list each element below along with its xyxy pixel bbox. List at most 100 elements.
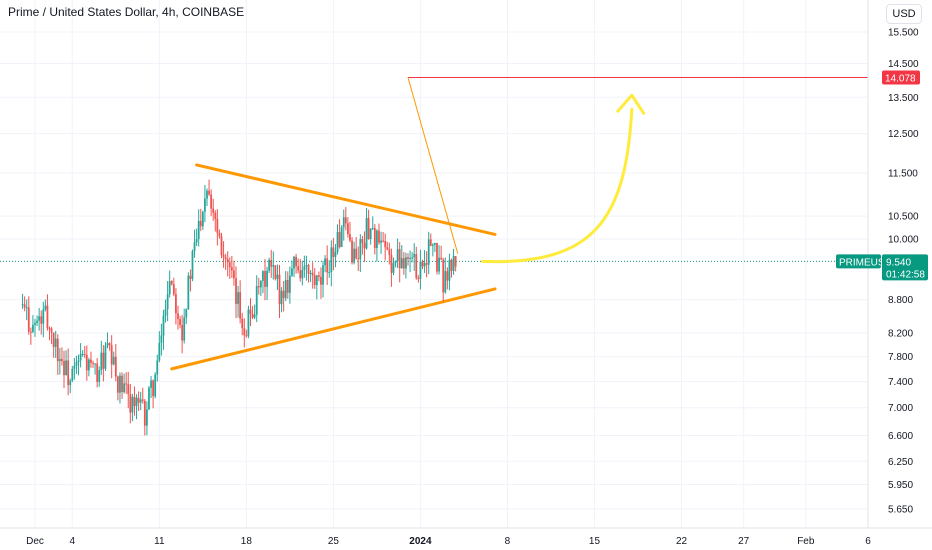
bar-countdown-label: 01:42:58 <box>886 269 925 280</box>
candle-body <box>71 368 74 381</box>
candle-body <box>204 198 206 212</box>
candle-body <box>237 292 239 304</box>
candle-body <box>79 353 82 361</box>
candle-body <box>429 239 432 246</box>
y-tick-label: 15.500 <box>888 28 919 39</box>
candle-body <box>69 380 72 385</box>
candle-body <box>305 265 308 267</box>
candle-body <box>297 266 300 271</box>
annotations <box>170 76 868 371</box>
price-axis[interactable]: 15.500 14.500 13.500 12.500 11.500 10.500 10.0… <box>888 28 919 516</box>
candle-body <box>48 328 51 330</box>
candle-body <box>148 387 150 410</box>
candle-body <box>100 352 103 371</box>
candle-body <box>32 324 34 332</box>
time-axis[interactable]: Dec 4 11 18 25 2024 8 15 22 27 Feb 6 <box>26 536 871 547</box>
candle-body <box>210 194 213 209</box>
x-tick-label: 6 <box>865 536 871 547</box>
projection-line[interactable] <box>407 77 459 254</box>
candle-body <box>94 363 96 365</box>
candle-body <box>264 271 266 287</box>
candle-body <box>359 239 362 260</box>
candle-body <box>315 275 318 285</box>
y-tick-label: 8.200 <box>888 328 913 339</box>
candle-body <box>405 257 407 269</box>
triangle-trendline[interactable] <box>170 287 497 371</box>
candle-body <box>421 261 424 267</box>
candle-body <box>351 240 353 263</box>
symbol-label: PRIMEUSD <box>839 257 892 268</box>
candle-body <box>307 265 310 274</box>
candle-body <box>175 294 177 314</box>
candle-body <box>56 338 59 362</box>
y-tick-label: 10.500 <box>888 212 919 223</box>
candle-body <box>272 265 275 267</box>
candle-body <box>61 358 63 361</box>
candle-body <box>402 258 405 269</box>
candle-body <box>382 240 385 242</box>
candle-body <box>384 241 387 248</box>
candle-body <box>166 294 169 310</box>
candle-body <box>411 257 414 259</box>
candle-body <box>434 242 436 245</box>
candle-body <box>73 365 76 369</box>
x-tick-label: 15 <box>589 536 601 547</box>
y-tick-label: 7.800 <box>888 352 913 363</box>
candle-body <box>353 248 356 263</box>
candle-body <box>259 280 262 288</box>
candle-body <box>58 358 61 362</box>
candle-body <box>104 345 107 369</box>
candle-body <box>21 304 24 306</box>
candle-body <box>187 275 190 310</box>
chart-grid <box>0 0 869 528</box>
candle-body <box>85 354 88 371</box>
x-tick-label: 4 <box>70 536 76 547</box>
candle-body <box>141 399 144 401</box>
candle-body <box>313 275 316 285</box>
candle-body <box>295 256 297 267</box>
y-tick-label: 10.000 <box>888 235 919 246</box>
candle-body <box>249 309 252 314</box>
candle-body <box>218 232 221 237</box>
candle-body <box>276 274 279 279</box>
candle-body <box>50 328 53 333</box>
y-tick-label: 13.500 <box>888 93 919 104</box>
y-tick-label: 6.250 <box>888 457 913 468</box>
y-tick-label: 5.950 <box>888 480 913 491</box>
candle-body <box>90 359 92 363</box>
candle-body <box>452 256 455 271</box>
candle-body <box>442 259 445 293</box>
candle-body <box>340 227 343 248</box>
candle-body <box>243 328 246 336</box>
candle-body <box>201 211 204 227</box>
candles <box>21 179 457 436</box>
currency-button[interactable]: USD <box>886 4 922 24</box>
candle-body <box>247 309 250 336</box>
candle-body <box>365 218 368 249</box>
target-price-badge <box>882 70 920 85</box>
y-tick-label: 6.600 <box>888 431 913 442</box>
candle-body <box>63 360 65 376</box>
x-tick-label: 18 <box>241 536 253 547</box>
candle-body <box>419 261 422 279</box>
candle-body <box>274 265 277 279</box>
candle-body <box>378 230 380 243</box>
candle-body <box>446 271 449 281</box>
candle-body <box>320 276 322 285</box>
candle-body <box>206 190 208 199</box>
candle-body <box>278 274 281 305</box>
candle-body <box>438 257 440 272</box>
candle-body <box>450 259 453 271</box>
target-arrow-curve[interactable] <box>481 107 634 264</box>
candle-body <box>220 236 223 256</box>
candle-body <box>322 265 324 285</box>
candle-body <box>251 313 254 318</box>
candle-body <box>65 360 67 376</box>
triangle-trendline[interactable] <box>195 163 497 236</box>
candle-body <box>317 275 320 277</box>
candle-body <box>239 292 242 319</box>
candle-body <box>330 247 333 273</box>
candle-body <box>154 374 157 397</box>
